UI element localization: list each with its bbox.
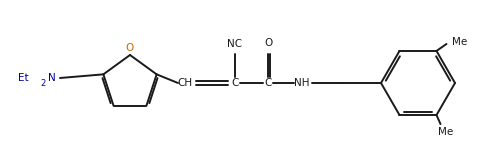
Text: C: C [231, 78, 239, 88]
Text: Et: Et [18, 73, 29, 83]
Text: 2: 2 [40, 79, 45, 87]
Text: C: C [264, 78, 272, 88]
Text: CH: CH [178, 78, 193, 88]
Text: Me: Me [438, 127, 453, 137]
Text: O: O [265, 38, 273, 48]
Text: Me: Me [452, 37, 467, 47]
Text: O: O [126, 43, 134, 53]
Text: NH: NH [294, 78, 310, 88]
Text: NC: NC [227, 39, 242, 49]
Text: N: N [48, 73, 56, 83]
